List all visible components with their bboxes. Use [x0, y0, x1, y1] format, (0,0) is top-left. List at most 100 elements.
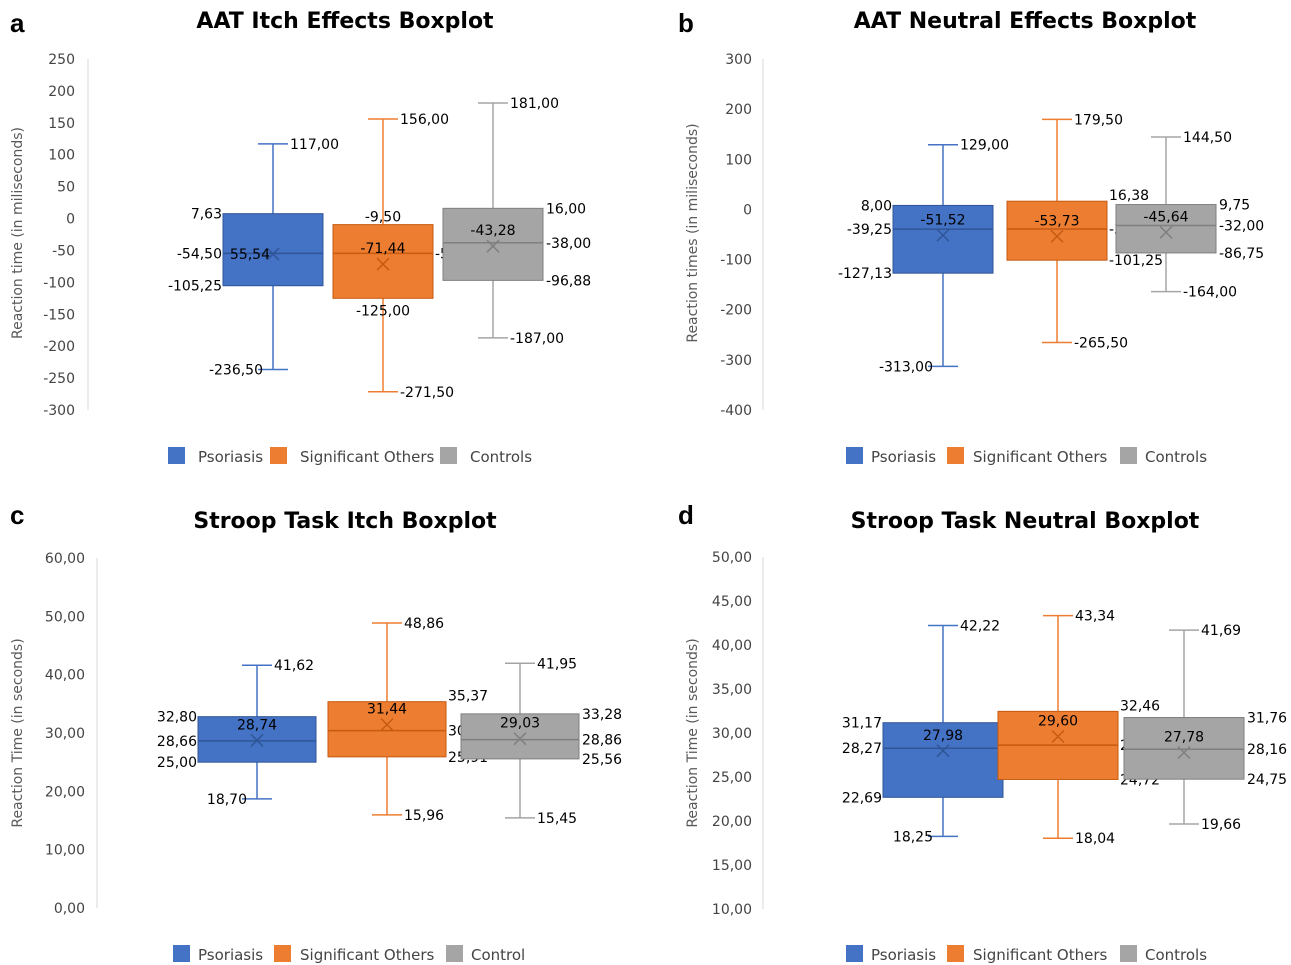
y-tick-label: 50 — [57, 180, 75, 196]
box-2: 41,95 15,45 29,03 33,28 28,86 25,56 — [460, 656, 622, 827]
y-tick-label: 30,00 — [45, 726, 85, 742]
data-label-mean: -53,73 — [1034, 213, 1079, 229]
data-label-max: 179,50 — [1074, 112, 1123, 128]
data-label-max: 129,00 — [960, 138, 1009, 154]
data-label-median: -54,50 — [177, 246, 222, 262]
y-tick-label: 40,00 — [712, 638, 752, 654]
y-axis-label: Reaction times (in miliseconds) — [685, 123, 701, 342]
y-axis-label: Reaction Time (in seconds) — [10, 638, 26, 827]
y-tick-label: 20,00 — [45, 784, 85, 800]
data-label-min: 19,66 — [1201, 817, 1241, 833]
legend-label: Controls — [470, 448, 532, 466]
data-label-max: 41,95 — [537, 656, 577, 672]
data-label-median: 28,66 — [157, 734, 197, 750]
data-label-median: 28,27 — [842, 741, 882, 757]
data-label-min: -236,50 — [209, 362, 263, 378]
panel-letter: d — [678, 500, 694, 530]
data-label-mean: 27,98 — [923, 728, 963, 744]
data-label-q1: -101,25 — [1109, 253, 1163, 269]
mean-marker — [936, 744, 950, 758]
mean-marker — [513, 732, 527, 746]
y-tick-label: 0 — [743, 202, 752, 218]
iqr-box — [327, 701, 447, 758]
data-label-min: 15,45 — [537, 811, 577, 827]
legend-item: Psoriasis — [168, 447, 263, 466]
legend-swatch — [1120, 945, 1137, 962]
iqr-box — [222, 213, 324, 287]
data-label-max: 48,86 — [404, 616, 444, 632]
data-label-min: -164,00 — [1183, 285, 1237, 301]
y-tick-label: 10,00 — [45, 843, 85, 859]
data-label-q3: 33,28 — [582, 707, 622, 723]
legend-label: Control — [471, 946, 525, 964]
legend-swatch — [947, 447, 964, 464]
y-tick-label: 20,00 — [712, 814, 752, 830]
data-label-min: 18,25 — [893, 829, 933, 845]
data-label-min: -187,00 — [510, 331, 564, 347]
panel-letter: b — [678, 8, 694, 38]
chart-panel-a: a AAT Itch Effects Boxplot 250 200 150 100 50 0… — [10, 8, 591, 466]
y-tick-label: 40,00 — [45, 668, 85, 684]
data-label-q1: 24,75 — [1247, 772, 1287, 788]
box-2: 41,69 19,66 27,78 31,76 28,16 24,75 — [1123, 623, 1287, 833]
data-label-q3: 8,00 — [861, 198, 892, 214]
data-label-median: -39,25 — [847, 222, 892, 238]
y-tick-label: -100 — [720, 253, 752, 269]
y-tick-label: 200 — [725, 102, 752, 118]
iqr-box — [332, 224, 434, 299]
data-label-mean: 28,74 — [237, 717, 277, 733]
data-label-q3: 32,80 — [157, 710, 197, 726]
data-label-mean: -45,64 — [1143, 209, 1188, 225]
data-label-mean: 29,03 — [500, 716, 540, 732]
y-tick-label: 150 — [48, 116, 75, 132]
y-tick-label: -50 — [52, 243, 75, 259]
data-label-max: 41,69 — [1201, 623, 1241, 639]
y-tick-label: 35,00 — [712, 682, 752, 698]
data-label-mean: 27,78 — [1164, 730, 1204, 746]
mean-marker — [1050, 229, 1064, 243]
data-label-max: 181,00 — [510, 96, 559, 112]
data-label-q3: 16,38 — [1109, 188, 1149, 204]
y-tick-label: -250 — [43, 371, 75, 387]
legend-label: Significant Others — [300, 946, 435, 964]
legend-label: Psoriasis — [871, 448, 936, 466]
chart-panel-b: b AAT Neutral Effects Boxplot 300 200 100 0 -1… — [678, 8, 1264, 466]
legend-label: Significant Others — [973, 448, 1108, 466]
box-2: 144,50 -164,00 -45,64 9,75 -32,00 -86,75 — [1115, 130, 1264, 301]
data-label-mean: 31,44 — [367, 702, 407, 718]
data-label-min: 15,96 — [404, 808, 444, 824]
y-tick-label: 10,00 — [712, 902, 752, 918]
legend-swatch — [274, 945, 291, 962]
data-label-q3: 35,37 — [448, 689, 488, 705]
data-label-q1: -125,00 — [356, 303, 410, 319]
data-label-q1: -96,88 — [546, 273, 591, 289]
legend-label: Controls — [1145, 448, 1207, 466]
data-label-q1: 25,56 — [582, 752, 622, 768]
y-tick-label: 100 — [48, 148, 75, 164]
legend-swatch — [440, 447, 457, 464]
data-label-max: 42,22 — [960, 618, 1000, 634]
y-tick-label: -300 — [720, 353, 752, 369]
data-label-min: -271,50 — [400, 385, 454, 401]
legend-swatch — [168, 447, 185, 464]
legend-swatch — [846, 945, 863, 962]
data-label-mean: -71,44 — [360, 241, 405, 257]
data-label-median: 28,16 — [1247, 742, 1287, 758]
legend-swatch — [173, 945, 190, 962]
data-label-q1: 25,00 — [157, 755, 197, 771]
panel-letter: a — [10, 8, 25, 38]
data-label-q1: -127,13 — [838, 266, 892, 282]
y-tick-label: -200 — [720, 303, 752, 319]
data-label-median: -32,00 — [1219, 218, 1264, 234]
y-tick-label: 50,00 — [45, 609, 85, 625]
legend-swatch — [846, 447, 863, 464]
y-tick-label: 300 — [725, 52, 752, 68]
legend-item: Significant Others — [274, 945, 435, 964]
data-label-max: 156,00 — [400, 112, 449, 128]
legend-swatch — [270, 447, 287, 464]
legend-label: Significant Others — [300, 448, 435, 466]
mean-marker — [250, 733, 264, 747]
legend-swatch — [446, 945, 463, 962]
chart-title: AAT Itch Effects Boxplot — [196, 9, 494, 34]
